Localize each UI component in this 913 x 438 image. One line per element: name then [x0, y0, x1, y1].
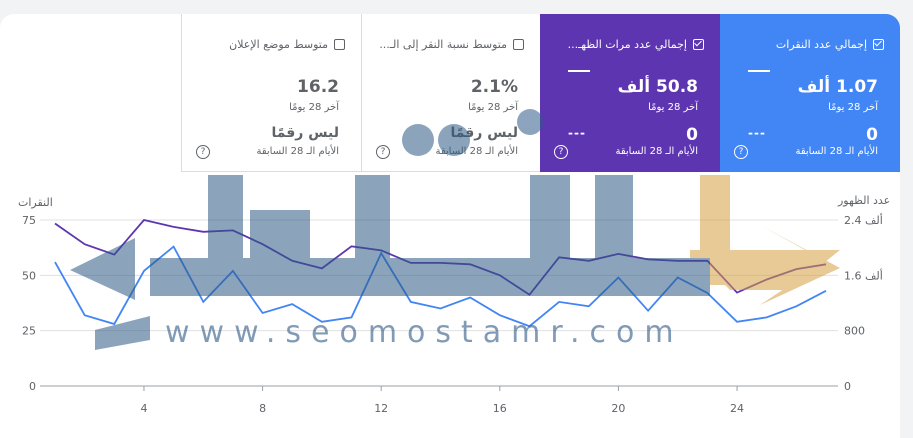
metric-period: آخر 28 يومًا [289, 102, 339, 113]
right-tick-label: 1.6 ألف [844, 268, 883, 282]
series-line-impressions[interactable] [54, 218, 827, 296]
metric-card-clicks[interactable]: إجمالي عدد النقرات 1.07 ألف آخر 28 يومًا… [720, 14, 900, 172]
x-tick-label: 24 [730, 402, 744, 415]
help-icon[interactable]: ? [376, 145, 390, 159]
metric-prev-period: الأيام الـ 28 السابقة [435, 146, 518, 157]
metric-prev-value: ليس رقمًا [450, 125, 518, 141]
checkbox-icon[interactable] [693, 39, 704, 50]
x-tick-label: 4 [140, 402, 147, 415]
metric-prev-period: الأيام الـ 28 السابقة [795, 146, 878, 157]
metric-value: 50.8 ألف [617, 77, 698, 97]
left-tick-label: 0 [29, 380, 36, 393]
metric-title: إجمالي عدد مرات الظهـ... [567, 38, 687, 51]
metric-period: آخر 28 يومًا [468, 102, 518, 113]
dash-line-icon [748, 70, 770, 72]
metric-period: آخر 28 يومًا [828, 102, 878, 113]
left-tick-label: 50 [22, 269, 36, 282]
metric-title-row[interactable]: متوسط نسبة النقر إلى الـ... [374, 38, 524, 51]
help-icon[interactable]: ? [554, 145, 568, 159]
metric-card-impressions[interactable]: إجمالي عدد مرات الظهـ... 50.8 ألف آخر 28… [540, 14, 720, 172]
left-tick-label: 75 [22, 214, 36, 227]
metric-prev-value: ليس رقمًا [271, 125, 339, 141]
metric-title: متوسط نسبة النقر إلى الـ... [379, 38, 507, 51]
performance-chart[interactable]: النقرات عدد الظهور 0 25 50 75 0 800 1.6 ألف 2.4… [0, 180, 900, 420]
metric-value: 16.2 [297, 77, 339, 97]
x-tick-label: 20 [611, 402, 625, 415]
metric-prev-value: 0 [686, 125, 698, 145]
series-line-clicks[interactable] [54, 245, 827, 328]
right-axis-label: عدد الظهور [837, 194, 890, 207]
help-icon[interactable]: ? [734, 145, 748, 159]
metric-prev-value: 0 [866, 125, 878, 145]
metric-period: آخر 28 يومًا [648, 102, 698, 113]
checkbox-icon[interactable] [334, 39, 345, 50]
left-axis-label: النقرات [18, 196, 53, 209]
metric-title-row[interactable]: إجمالي عدد النقرات [732, 38, 884, 51]
x-tick-label: 8 [259, 402, 266, 415]
checkbox-icon[interactable] [513, 39, 524, 50]
dashed-line-icon: --- [748, 126, 766, 140]
metric-title: متوسط موضع الإعلان [229, 38, 328, 51]
metric-card-position[interactable]: متوسط موضع الإعلان 16.2 آخر 28 يومًا ليس… [181, 14, 361, 172]
left-tick-label: 25 [22, 325, 36, 338]
metric-title-row[interactable]: متوسط موضع الإعلان [194, 38, 345, 51]
x-tick-label: 12 [374, 402, 388, 415]
dash-line-icon [568, 70, 590, 72]
metric-value: 1.07 ألف [797, 77, 878, 97]
x-tick-label: 16 [493, 402, 507, 415]
metric-card-ctr[interactable]: متوسط نسبة النقر إلى الـ... 2.1% آخر 28 … [361, 14, 540, 172]
dashed-line-icon: --- [568, 126, 586, 140]
metric-prev-period: الأيام الـ 28 السابقة [256, 146, 339, 157]
right-tick-label: 800 [844, 325, 865, 338]
metric-title-row[interactable]: إجمالي عدد مرات الظهـ... [552, 38, 704, 51]
help-icon[interactable]: ? [196, 145, 210, 159]
right-tick-label: 2.4 ألف [844, 213, 883, 227]
metric-value: 2.1% [470, 77, 518, 97]
checkbox-icon[interactable] [873, 39, 884, 50]
metric-prev-period: الأيام الـ 28 السابقة [615, 146, 698, 157]
metric-title: إجمالي عدد النقرات [775, 38, 867, 51]
right-tick-label: 0 [844, 380, 851, 393]
